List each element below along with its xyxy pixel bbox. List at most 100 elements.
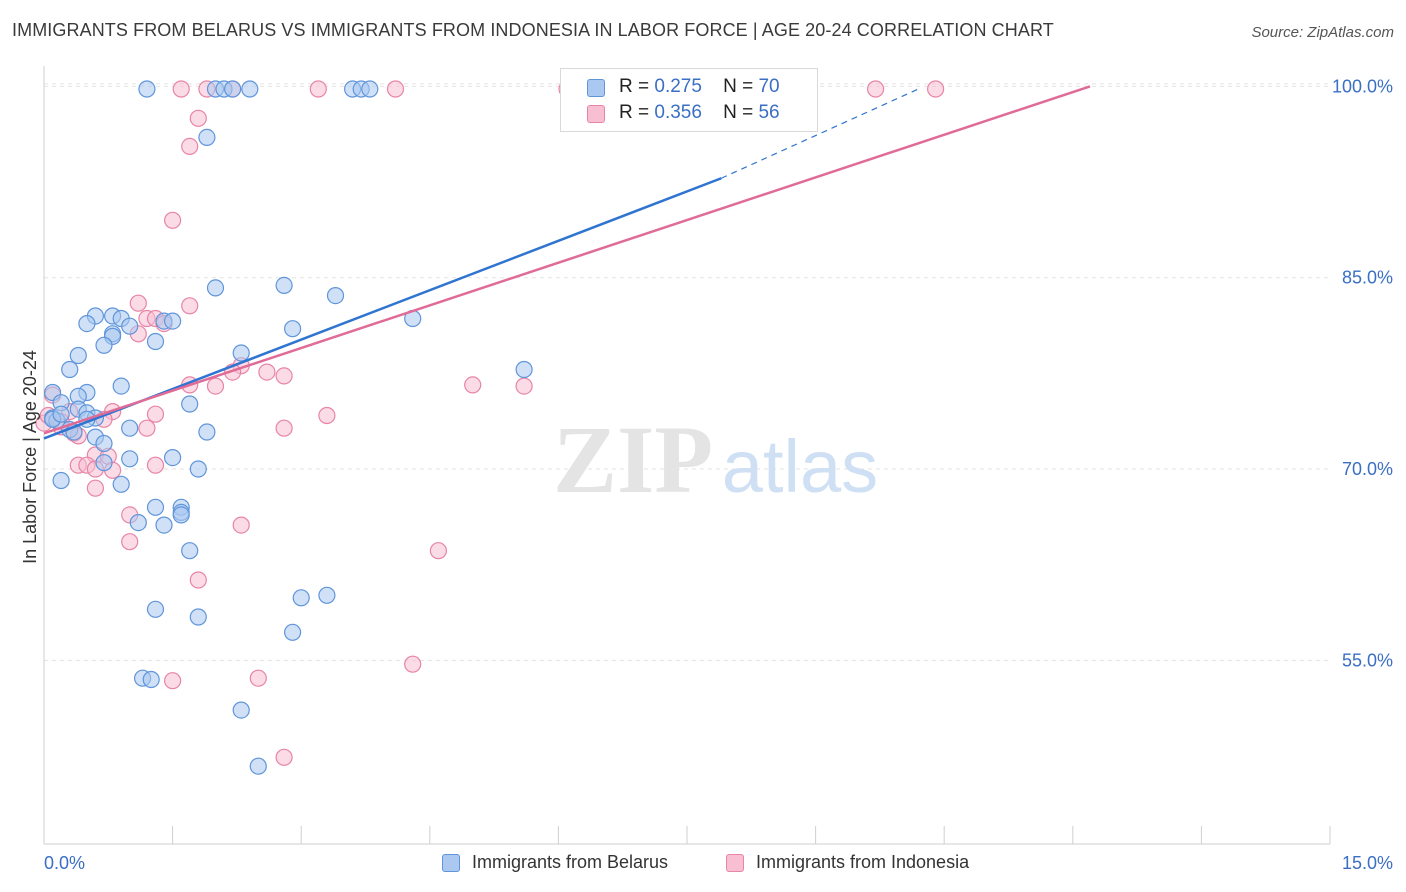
indonesia-point: [258, 363, 276, 381]
belarus-point: [189, 608, 207, 626]
indonesia-point: [129, 294, 147, 312]
indonesia-point: [164, 672, 182, 690]
legend-n-label: N =: [723, 102, 754, 123]
belarus-point: [181, 395, 199, 413]
legend-r-label: R =: [619, 76, 650, 97]
watermark-zip: ZIP: [553, 406, 713, 513]
indonesia-point: [121, 533, 139, 551]
belarus-point: [155, 516, 173, 534]
trend-line-indonesia: [43, 85, 1091, 435]
legend-box: R = 0.275 N = 70 R = 0.356 N = 56: [560, 68, 818, 132]
belarus-point: [232, 701, 250, 719]
legend-r-label: R =: [619, 102, 650, 123]
indonesia-point: [309, 80, 327, 98]
belarus-point: [318, 586, 336, 604]
belarus-point: [241, 80, 259, 98]
chart-title: IMMIGRANTS FROM BELARUS VS IMMIGRANTS FR…: [12, 20, 1054, 40]
belarus-point: [146, 498, 165, 516]
bottom-legend-swatch-indonesia: [726, 853, 744, 872]
indonesia-point: [318, 406, 336, 425]
legend-r-belarus: 0.275: [654, 76, 702, 97]
legend-swatch-belarus: [587, 79, 605, 97]
belarus-point: [95, 434, 113, 453]
indonesia-point: [429, 542, 447, 560]
indonesia-point: [164, 211, 182, 229]
legend-n-indonesia: 56: [758, 102, 780, 123]
watermark: ZIP atlas: [553, 406, 878, 513]
indonesia-point: [866, 80, 885, 98]
belarus-point: [138, 80, 156, 98]
belarus-point: [95, 336, 113, 354]
bottom-legend-indonesia: Immigrants from Indonesia: [726, 852, 969, 873]
bottom-legend-label-indonesia: Immigrants from Indonesia: [756, 852, 970, 872]
belarus-point: [78, 315, 96, 333]
belarus-point: [146, 332, 165, 351]
belarus-point: [95, 454, 113, 472]
x-tick-label: 0.0%: [44, 853, 85, 873]
belarus-point: [121, 450, 139, 468]
belarus-point: [142, 670, 160, 689]
legend-n-belarus: 70: [758, 76, 780, 97]
belarus-point: [206, 279, 225, 297]
belarus-point: [189, 460, 207, 478]
bottom-legend-label-belarus: Immigrants from Belarus: [472, 852, 669, 872]
y-tick-label: 55.0%: [1342, 650, 1393, 670]
indonesia-point: [206, 377, 225, 395]
belarus-point: [146, 600, 165, 618]
indonesia-point: [146, 456, 165, 474]
indonesia-point: [172, 80, 190, 98]
indonesia-point: [232, 516, 250, 534]
legend-n-label: N =: [723, 76, 754, 97]
belarus-point: [172, 506, 190, 524]
indonesia-point: [275, 367, 293, 385]
belarus-point: [284, 320, 302, 338]
belarus-point: [515, 360, 533, 379]
indonesia-point: [464, 376, 482, 394]
belarus-point: [121, 317, 139, 335]
indonesia-point: [189, 109, 207, 127]
indonesia-point: [515, 377, 533, 395]
x-tick-label: 15.0%: [1342, 853, 1393, 873]
belarus-point: [232, 344, 250, 362]
belarus-point: [224, 80, 242, 98]
indonesia-point: [189, 571, 207, 589]
y-tick-label: 70.0%: [1342, 459, 1393, 479]
belarus-point: [275, 276, 293, 294]
indonesia-point: [181, 297, 199, 315]
bottom-legend-swatch-belarus: [442, 853, 460, 872]
belarus-point: [121, 419, 139, 437]
belarus-point: [249, 757, 267, 775]
belarus-point: [69, 346, 87, 365]
y-axis-title-group: In Labor Force | Age 20-24: [20, 350, 40, 564]
belarus-point: [112, 475, 130, 493]
indonesia-point: [249, 669, 267, 687]
belarus-point: [361, 80, 379, 98]
indonesia-point: [181, 137, 199, 155]
belarus-point: [326, 287, 345, 305]
indonesia-point: [138, 419, 156, 437]
legend-r-indonesia: 0.356: [654, 102, 702, 123]
y-tick-label: 100.0%: [1332, 76, 1393, 96]
belarus-point: [52, 405, 70, 423]
indonesia-point: [86, 479, 105, 497]
belarus-point: [284, 623, 302, 641]
belarus-point: [164, 449, 182, 467]
indonesia-point: [926, 80, 945, 98]
legend-swatch-indonesia: [587, 105, 605, 123]
belarus-point: [198, 128, 216, 146]
indonesia-point: [275, 419, 293, 437]
belarus-point: [52, 471, 70, 490]
chart-source: Source: ZipAtlas.com: [1251, 24, 1394, 41]
bottom-legend-belarus: Immigrants from Belarus: [442, 852, 668, 873]
belarus-point: [198, 423, 216, 441]
belarus-point: [292, 589, 310, 607]
belarus-point: [129, 513, 147, 532]
belarus-point: [61, 360, 79, 379]
trend-line-belarus-extension: [721, 88, 919, 179]
indonesia-point: [386, 80, 405, 98]
indonesia-point: [146, 405, 165, 423]
indonesia-point: [404, 655, 422, 673]
watermark-atlas: atlas: [722, 425, 878, 508]
indonesia-point: [275, 748, 293, 766]
